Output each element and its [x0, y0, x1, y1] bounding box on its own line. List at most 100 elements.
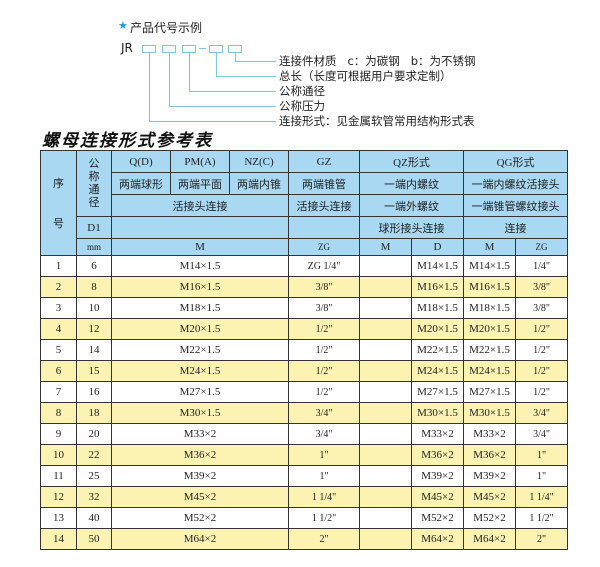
- table-row: 11 25 M39×2 1" M39×2 M39×2 1": [40, 465, 569, 487]
- cell-qg-m: M16×1.5: [463, 276, 517, 298]
- cell-seq: 8: [40, 402, 77, 424]
- label-length: 总长（长度可根据用户要求定制）: [279, 69, 452, 83]
- cell-m: M45×2: [111, 486, 289, 508]
- cell-seq: 4: [40, 318, 77, 340]
- cell-qz-d: M14×1.5: [410, 255, 465, 277]
- cell-d1: 8: [76, 276, 112, 298]
- header-nominal-text: 公称通径: [88, 157, 100, 209]
- cell-m: M16×1.5: [111, 276, 289, 298]
- cell-zg: 1 1/2": [288, 507, 360, 529]
- leader-line: [216, 76, 276, 77]
- table-body: 1 6 M14×1.5 ZG 1/4" M14×1.5 M14×1.5 1/4" 2 8 M16×…: [40, 255, 569, 550]
- cell-qg-zg: 1": [515, 465, 569, 487]
- cell-seq: 6: [40, 360, 77, 382]
- cell-qg-m: M22×1.5: [463, 339, 517, 361]
- cell-seq: 13: [40, 507, 77, 529]
- cell-qz-d: M20×1.5: [410, 318, 465, 340]
- cell-zg: ZG 1/4": [288, 255, 360, 277]
- code-box-material: [228, 45, 242, 53]
- cell-zg: 1/2": [288, 339, 360, 361]
- cell-qz-d: M22×1.5: [410, 339, 465, 361]
- cell-qg-zg: 3/8": [515, 297, 569, 319]
- table-row: 7 16 M27×1.5 1/2" M27×1.5 M27×1.5 1/2": [40, 381, 569, 403]
- cell-qz-m: [359, 402, 412, 424]
- cell-d1: 14: [76, 339, 112, 361]
- leader-line: [169, 53, 170, 106]
- cell-qz-d: M30×1.5: [410, 402, 465, 424]
- cell-qg-zg: 3/4": [515, 423, 569, 445]
- cell-qz-m: [359, 360, 412, 382]
- header-unit: M: [111, 238, 289, 256]
- leader-line: [169, 106, 276, 107]
- cell-qg-m: M14×1.5: [463, 255, 517, 277]
- cell-zg: 1": [288, 444, 360, 466]
- header-connection-2: 球形接头连接: [358, 216, 465, 239]
- cell-m: M64×2: [111, 528, 289, 550]
- leader-line: [235, 53, 236, 61]
- cell-qg-m: M30×1.5: [463, 402, 517, 424]
- cell-m: M33×2: [111, 423, 289, 445]
- header-type: QZ形式: [358, 150, 465, 173]
- cell-seq: 11: [40, 465, 77, 487]
- leader-line: [235, 61, 276, 62]
- header-connection-2: 连接: [463, 216, 569, 239]
- header-connection: 活接头连接: [288, 194, 360, 217]
- cell-qz-m: [359, 339, 412, 361]
- code-box-diameter: [182, 45, 196, 53]
- cell-qg-zg: 1/2": [515, 318, 569, 340]
- cell-seq: 7: [40, 381, 77, 403]
- cell-zg: 3/8": [288, 276, 360, 298]
- cell-zg: 1/2": [288, 381, 360, 403]
- header-unit: M: [463, 238, 517, 256]
- header-unit: ZG: [515, 238, 569, 256]
- cell-qz-m: [359, 381, 412, 403]
- cell-zg: 1": [288, 465, 360, 487]
- cell-m: M27×1.5: [111, 381, 289, 403]
- code-example-title: 产品代号示例: [130, 21, 203, 35]
- cell-zg: 3/4": [288, 402, 360, 424]
- label-material: 连接件材质 c：为碳钢 b：为不锈钢: [279, 54, 476, 68]
- cell-seq: 3: [40, 297, 77, 319]
- table-row: 13 40 M52×2 1 1/2" M52×2 M52×2 1 1/2": [40, 507, 569, 529]
- table-row: 9 20 M33×2 3/4" M33×2 M33×2 3/4": [40, 423, 569, 445]
- header-seq-top: 序: [53, 178, 64, 190]
- cell-qz-m: [359, 297, 412, 319]
- code-box-connection: [142, 45, 156, 53]
- header-type: GZ: [288, 150, 360, 173]
- header-type: PM(A): [170, 150, 230, 173]
- cell-m: M39×2: [111, 465, 289, 487]
- header-connection: 活接头连接: [111, 194, 289, 217]
- cell-qg-zg: 1 1/2": [515, 507, 569, 529]
- cell-qg-m: M33×2: [463, 423, 517, 445]
- cell-d1: 6: [76, 255, 112, 277]
- label-connection: 连接形式：见金属软管常用结构形式表: [279, 114, 475, 128]
- cell-qz-m: [359, 318, 412, 340]
- header-type: Q(D): [111, 150, 171, 173]
- cell-m: M14×1.5: [111, 255, 289, 277]
- cell-seq: 2: [40, 276, 77, 298]
- header-nominal: 公称通径: [76, 150, 112, 217]
- cell-m: M24×1.5: [111, 360, 289, 382]
- cell-zg: 3/4": [288, 423, 360, 445]
- cell-qz-d: M27×1.5: [410, 381, 465, 403]
- leader-line: [149, 121, 276, 122]
- cell-zg: 3/8": [288, 297, 360, 319]
- nut-connection-table: 序号 公称通径 Q(D) PM(A) NZ(C) GZ QZ形式 QG形式 两端…: [40, 150, 569, 550]
- table-row: 12 32 M45×2 1 1/4" M45×2 M45×2 1 1/4": [40, 486, 569, 508]
- leader-line: [189, 53, 190, 91]
- cell-qg-zg: 2": [515, 528, 569, 550]
- header-empty: [288, 216, 360, 239]
- cell-zg: 1 1/4": [288, 486, 360, 508]
- cell-qg-m: M36×2: [463, 444, 517, 466]
- cell-qz-d: M45×2: [410, 486, 465, 508]
- header-shape: 两端平面: [170, 172, 230, 195]
- cell-qg-m: M39×2: [463, 465, 517, 487]
- cell-qz-m: [359, 528, 412, 550]
- header-connection: 一端锥管螺纹接头: [463, 194, 569, 217]
- cell-d1: 40: [76, 507, 112, 529]
- cell-qz-d: M52×2: [410, 507, 465, 529]
- cell-qg-zg: 1/2": [515, 339, 569, 361]
- header-seq: 序号: [40, 150, 77, 256]
- cell-zg: 2": [288, 528, 360, 550]
